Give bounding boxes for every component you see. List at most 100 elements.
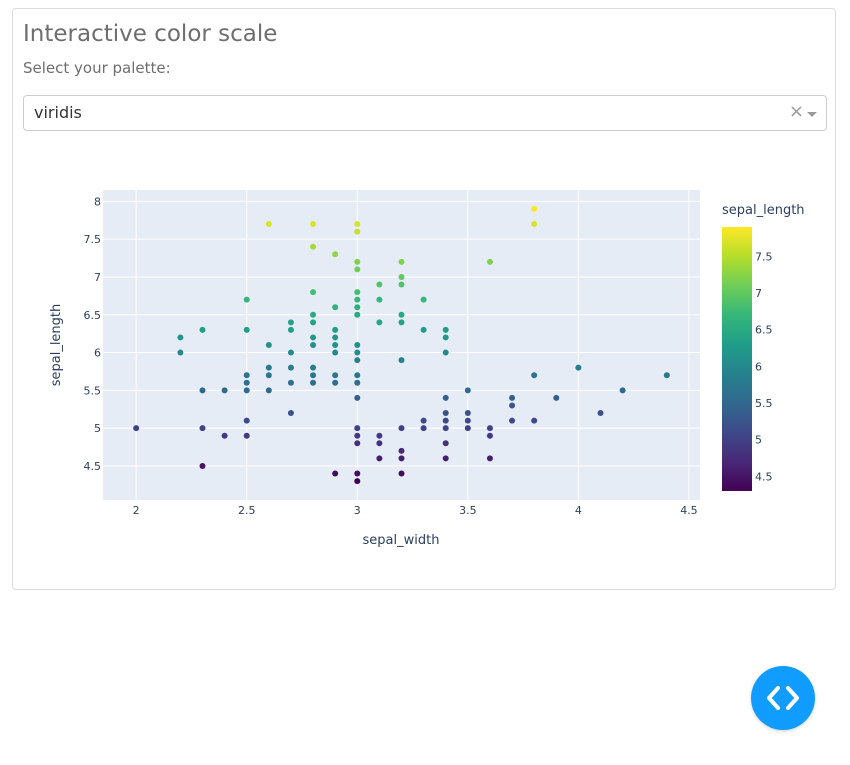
- data-point[interactable]: [531, 205, 538, 212]
- data-point[interactable]: [464, 425, 471, 432]
- data-point[interactable]: [221, 387, 228, 394]
- data-point[interactable]: [398, 425, 405, 432]
- data-point[interactable]: [199, 387, 206, 394]
- data-point[interactable]: [420, 326, 427, 333]
- data-point[interactable]: [442, 440, 449, 447]
- data-point[interactable]: [354, 266, 361, 273]
- data-point[interactable]: [442, 425, 449, 432]
- data-point[interactable]: [376, 296, 383, 303]
- data-point[interactable]: [354, 470, 361, 477]
- data-point[interactable]: [243, 379, 250, 386]
- data-point[interactable]: [310, 364, 317, 371]
- data-point[interactable]: [486, 425, 493, 432]
- data-point[interactable]: [310, 372, 317, 379]
- data-point[interactable]: [398, 281, 405, 288]
- data-point[interactable]: [332, 304, 339, 311]
- data-point[interactable]: [398, 258, 405, 265]
- data-point[interactable]: [398, 455, 405, 462]
- data-point[interactable]: [442, 417, 449, 424]
- data-point[interactable]: [575, 364, 582, 371]
- data-point[interactable]: [265, 221, 272, 228]
- data-point[interactable]: [398, 357, 405, 364]
- data-point[interactable]: [287, 319, 294, 326]
- data-point[interactable]: [354, 228, 361, 235]
- data-point[interactable]: [310, 319, 317, 326]
- data-point[interactable]: [531, 417, 538, 424]
- data-point[interactable]: [265, 387, 272, 394]
- data-point[interactable]: [354, 379, 361, 386]
- palette-dropdown[interactable]: viridis ×: [23, 95, 827, 131]
- data-point[interactable]: [243, 372, 250, 379]
- data-point[interactable]: [265, 372, 272, 379]
- data-point[interactable]: [310, 243, 317, 250]
- data-point[interactable]: [354, 349, 361, 356]
- data-point[interactable]: [287, 410, 294, 417]
- data-point[interactable]: [354, 372, 361, 379]
- data-point[interactable]: [332, 470, 339, 477]
- data-point[interactable]: [354, 478, 361, 485]
- data-point[interactable]: [310, 221, 317, 228]
- data-point[interactable]: [531, 372, 538, 379]
- data-point[interactable]: [243, 387, 250, 394]
- data-point[interactable]: [199, 425, 206, 432]
- data-point[interactable]: [509, 417, 516, 424]
- data-point[interactable]: [486, 258, 493, 265]
- data-point[interactable]: [663, 372, 670, 379]
- data-point[interactable]: [398, 470, 405, 477]
- data-point[interactable]: [464, 387, 471, 394]
- data-point[interactable]: [287, 349, 294, 356]
- data-point[interactable]: [376, 455, 383, 462]
- data-point[interactable]: [464, 410, 471, 417]
- data-point[interactable]: [442, 326, 449, 333]
- data-point[interactable]: [265, 364, 272, 371]
- data-point[interactable]: [464, 417, 471, 424]
- clear-icon[interactable]: ×: [788, 101, 804, 122]
- data-point[interactable]: [310, 334, 317, 341]
- data-point[interactable]: [243, 296, 250, 303]
- data-point[interactable]: [531, 221, 538, 228]
- data-point[interactable]: [354, 311, 361, 318]
- data-point[interactable]: [287, 326, 294, 333]
- data-point[interactable]: [310, 379, 317, 386]
- data-point[interactable]: [332, 372, 339, 379]
- data-point[interactable]: [398, 311, 405, 318]
- data-point[interactable]: [553, 394, 560, 401]
- data-point[interactable]: [287, 379, 294, 386]
- chevron-down-icon[interactable]: [807, 112, 817, 117]
- data-point[interactable]: [420, 417, 427, 424]
- data-point[interactable]: [265, 342, 272, 348]
- data-point[interactable]: [398, 273, 405, 280]
- data-point[interactable]: [354, 357, 361, 364]
- data-point[interactable]: [398, 319, 405, 326]
- data-point[interactable]: [310, 289, 317, 296]
- data-point[interactable]: [354, 258, 361, 265]
- data-point[interactable]: [332, 326, 339, 333]
- data-point[interactable]: [420, 425, 427, 432]
- data-point[interactable]: [420, 296, 427, 303]
- data-point[interactable]: [133, 425, 140, 432]
- data-point[interactable]: [354, 440, 361, 447]
- data-point[interactable]: [619, 387, 626, 394]
- data-point[interactable]: [332, 342, 339, 348]
- data-point[interactable]: [199, 326, 206, 333]
- data-point[interactable]: [442, 349, 449, 356]
- data-point[interactable]: [354, 425, 361, 432]
- data-point[interactable]: [354, 289, 361, 296]
- data-point[interactable]: [354, 221, 361, 228]
- data-point[interactable]: [486, 455, 493, 462]
- data-point[interactable]: [287, 364, 294, 371]
- data-point[interactable]: [332, 349, 339, 356]
- data-point[interactable]: [177, 349, 184, 356]
- data-point[interactable]: [243, 432, 250, 439]
- data-point[interactable]: [354, 342, 361, 348]
- data-point[interactable]: [509, 402, 516, 409]
- data-point[interactable]: [509, 394, 516, 401]
- code-toggle-button[interactable]: [751, 666, 815, 730]
- data-point[interactable]: [221, 432, 228, 439]
- data-point[interactable]: [486, 432, 493, 439]
- data-point[interactable]: [354, 304, 361, 311]
- data-point[interactable]: [354, 296, 361, 303]
- data-point[interactable]: [332, 379, 339, 386]
- data-point[interactable]: [332, 251, 339, 258]
- data-point[interactable]: [442, 410, 449, 417]
